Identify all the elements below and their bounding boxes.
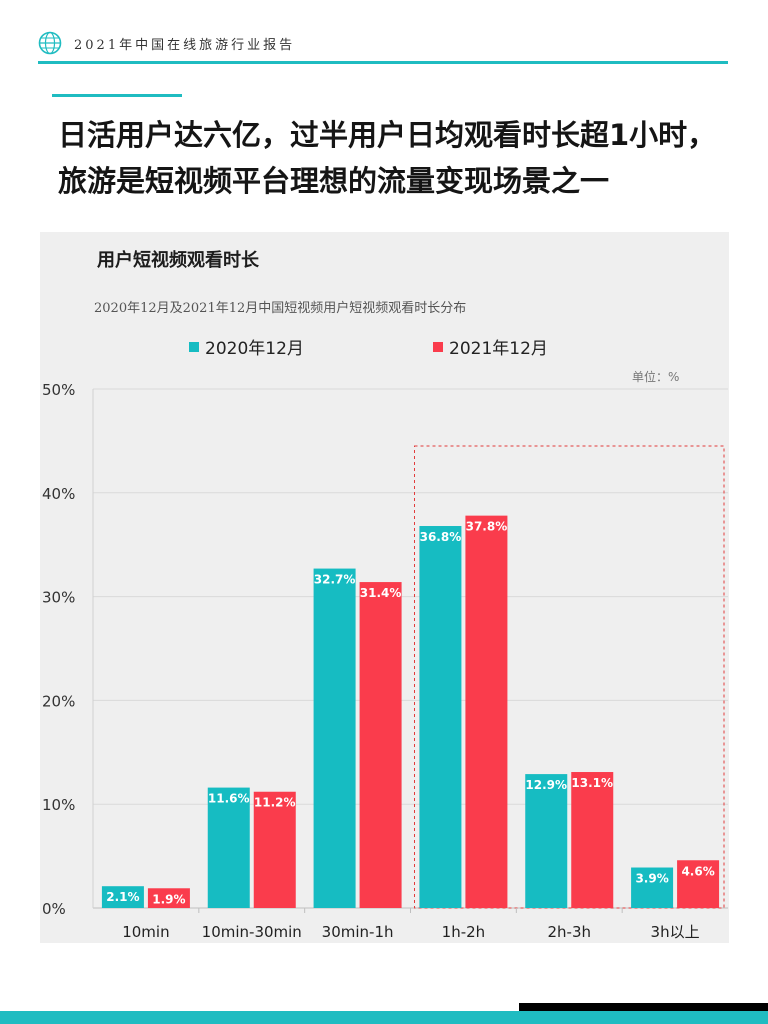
bar-2021 xyxy=(253,791,296,908)
x-tick-label: 10min-30min xyxy=(202,923,302,941)
legend-label-2020: 2020年12月 xyxy=(205,339,304,359)
footer-black-bar xyxy=(519,1003,768,1011)
unit-label: 单位：% xyxy=(632,370,680,384)
y-tick-label: 20% xyxy=(42,692,75,710)
x-tick-label: 3h以上 xyxy=(651,923,700,941)
footer-teal-bar xyxy=(0,1011,768,1024)
data-label: 11.6% xyxy=(208,792,250,806)
headline-accent-line xyxy=(52,94,182,97)
header-divider xyxy=(38,61,728,64)
y-tick-label: 30% xyxy=(42,589,75,607)
data-label: 4.6% xyxy=(681,864,714,878)
bar-2021 xyxy=(359,582,402,908)
data-label: 12.9% xyxy=(525,778,567,792)
legend-item-2020: 2020年12月 xyxy=(189,334,304,359)
y-tick-label: 10% xyxy=(42,796,75,814)
data-label: 2.1% xyxy=(106,890,139,904)
bar-2020 xyxy=(313,568,356,908)
data-label: 37.8% xyxy=(466,520,508,534)
bar-2021 xyxy=(571,772,614,908)
bar-2021 xyxy=(465,515,508,908)
bar-2020 xyxy=(207,787,250,908)
data-label: 36.8% xyxy=(420,530,462,544)
highlight-box xyxy=(414,445,725,909)
x-tick-label: 10min xyxy=(122,923,169,941)
report-title: 2021年中国在线旅游行业报告 xyxy=(74,37,296,53)
data-label: 11.2% xyxy=(254,796,296,810)
data-label: 32.7% xyxy=(314,573,356,587)
y-tick-label: 40% xyxy=(42,485,75,503)
data-label: 3.9% xyxy=(635,872,668,886)
legend-swatch-2021 xyxy=(433,341,443,352)
bar-2020 xyxy=(525,774,568,908)
page-headline: 日活用户达六亿，过半用户日均观看时长超1小时，旅游是短视频平台理想的流量变现场景… xyxy=(58,118,717,198)
globe-icon xyxy=(38,31,62,55)
y-tick-label: 0% xyxy=(42,900,66,918)
bar-2020 xyxy=(101,886,144,908)
chart-subtitle: 2020年12月及2021年12月中国短视频用户短视频观看时长分布 xyxy=(94,301,467,316)
report-header: 2021年中国在线旅游行业报告 xyxy=(38,28,295,58)
bar-2021 xyxy=(677,860,720,908)
x-tick-label: 2h-3h xyxy=(547,923,591,941)
bar-2020 xyxy=(419,526,462,908)
legend-swatch-2020 xyxy=(189,341,199,352)
x-tick-label: 1h-2h xyxy=(442,923,486,941)
x-tick-label: 30min-1h xyxy=(322,923,394,941)
legend-item-2021: 2021年12月 xyxy=(433,334,548,359)
bar-2021 xyxy=(147,888,190,908)
data-label: 31.4% xyxy=(360,586,402,600)
data-label: 13.1% xyxy=(571,776,613,790)
y-tick-label: 50% xyxy=(42,381,75,399)
bar-2020 xyxy=(631,867,674,908)
legend-label-2021: 2021年12月 xyxy=(449,339,548,359)
data-label: 1.9% xyxy=(152,892,185,906)
chart-title: 用户短视频观看时长 xyxy=(97,250,259,271)
